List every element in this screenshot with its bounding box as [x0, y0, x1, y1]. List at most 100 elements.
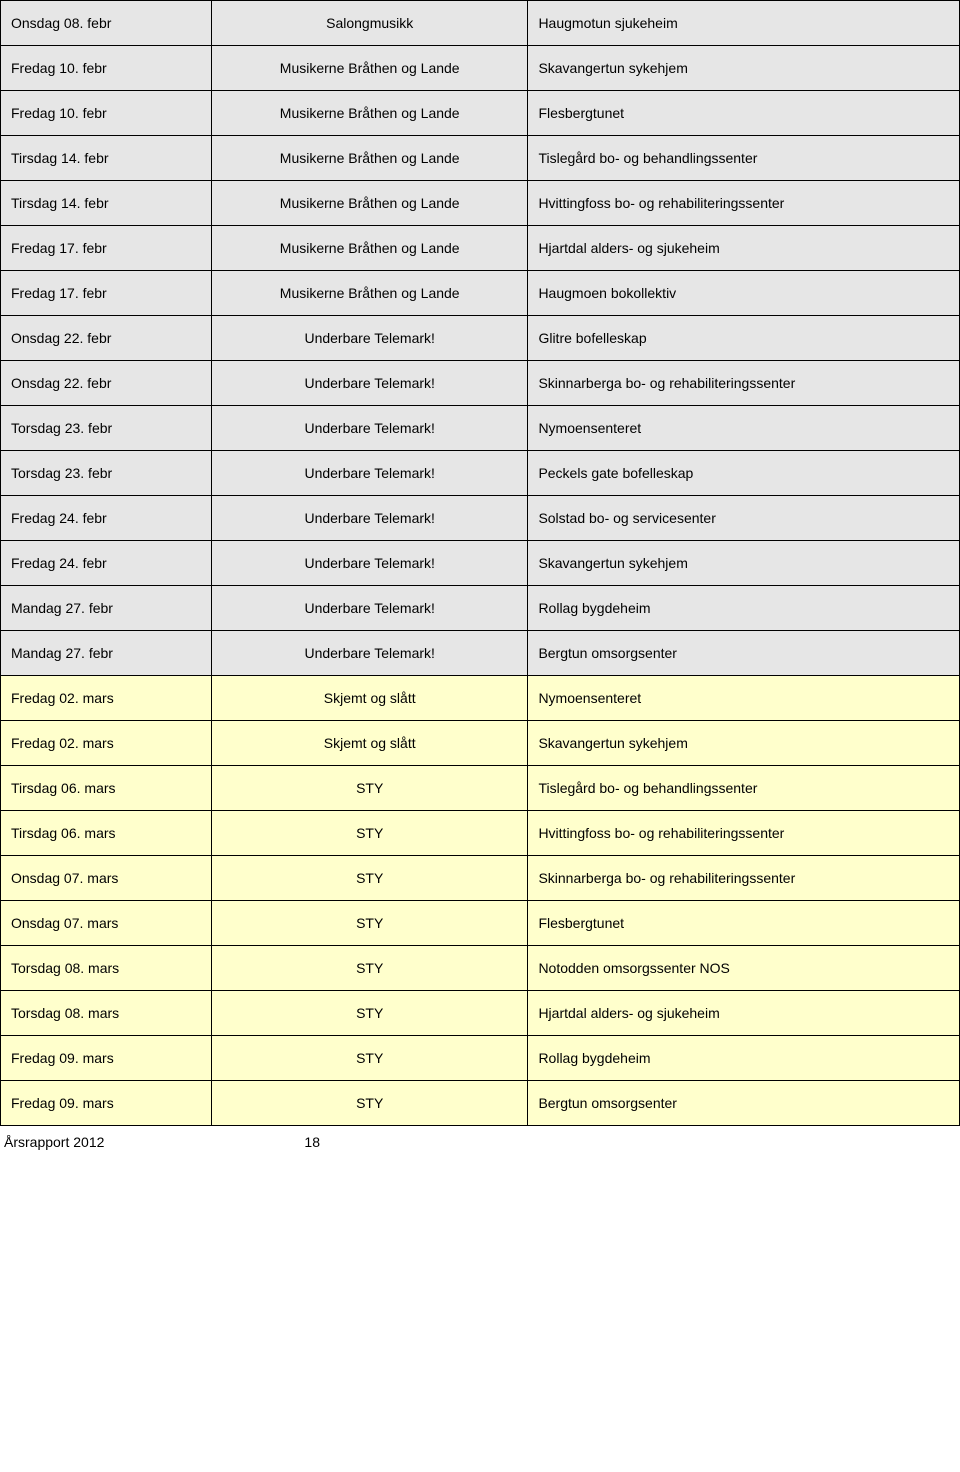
location-cell: Hjartdal alders- og sjukeheim: [528, 226, 960, 271]
date-cell: Fredag 09. mars: [1, 1036, 212, 1081]
date-cell: Mandag 27. febr: [1, 631, 212, 676]
table-row: Onsdag 07. marsSTYFlesbergtunet: [1, 901, 960, 946]
footer-page-number: 18: [304, 1134, 320, 1150]
event-cell: STY: [211, 811, 527, 856]
location-cell: Tislegård bo- og behandlingssenter: [528, 136, 960, 181]
table-row: Mandag 27. febrUnderbare Telemark!Rollag…: [1, 586, 960, 631]
table-row: Fredag 17. febrMusikerne Bråthen og Land…: [1, 271, 960, 316]
event-cell: Musikerne Bråthen og Lande: [211, 136, 527, 181]
location-cell: Bergtun omsorgsenter: [528, 1081, 960, 1126]
date-cell: Fredag 09. mars: [1, 1081, 212, 1126]
date-cell: Tirsdag 14. febr: [1, 136, 212, 181]
location-cell: Hjartdal alders- og sjukeheim: [528, 991, 960, 1036]
location-cell: Hvittingfoss bo- og rehabiliteringssente…: [528, 811, 960, 856]
table-row: Tirsdag 14. febrMusikerne Bråthen og Lan…: [1, 136, 960, 181]
location-cell: Tislegård bo- og behandlingssenter: [528, 766, 960, 811]
location-cell: Skinnarberga bo- og rehabiliteringssente…: [528, 361, 960, 406]
table-row: Onsdag 22. febrUnderbare Telemark!Glitre…: [1, 316, 960, 361]
location-cell: Skavangertun sykehjem: [528, 541, 960, 586]
table-row: Torsdag 23. febrUnderbare Telemark!Pecke…: [1, 451, 960, 496]
date-cell: Fredag 02. mars: [1, 676, 212, 721]
date-cell: Onsdag 07. mars: [1, 856, 212, 901]
date-cell: Fredag 24. febr: [1, 541, 212, 586]
date-cell: Tirsdag 06. mars: [1, 766, 212, 811]
table-row: Torsdag 08. marsSTYHjartdal alders- og s…: [1, 991, 960, 1036]
location-cell: Nymoensenteret: [528, 406, 960, 451]
event-cell: Musikerne Bråthen og Lande: [211, 271, 527, 316]
event-cell: Skjemt og slått: [211, 721, 527, 766]
table-row: Torsdag 23. febrUnderbare Telemark!Nymoe…: [1, 406, 960, 451]
location-cell: Peckels gate bofelleskap: [528, 451, 960, 496]
table-row: Onsdag 07. marsSTYSkinnarberga bo- og re…: [1, 856, 960, 901]
event-cell: Underbare Telemark!: [211, 586, 527, 631]
table-row: Mandag 27. febrUnderbare Telemark!Bergtu…: [1, 631, 960, 676]
date-cell: Fredag 10. febr: [1, 46, 212, 91]
table-row: Tirsdag 06. marsSTYHvittingfoss bo- og r…: [1, 811, 960, 856]
event-cell: Underbare Telemark!: [211, 451, 527, 496]
location-cell: Skavangertun sykehjem: [528, 46, 960, 91]
table-row: Fredag 17. febrMusikerne Bråthen og Land…: [1, 226, 960, 271]
event-cell: Salongmusikk: [211, 1, 527, 46]
date-cell: Onsdag 08. febr: [1, 1, 212, 46]
table-row: Fredag 24. febrUnderbare Telemark!Solsta…: [1, 496, 960, 541]
table-row: Fredag 02. marsSkjemt og slåttSkavangert…: [1, 721, 960, 766]
date-cell: Fredag 24. febr: [1, 496, 212, 541]
footer-title: Årsrapport 2012: [4, 1134, 104, 1150]
event-cell: Musikerne Bråthen og Lande: [211, 91, 527, 136]
event-cell: STY: [211, 1036, 527, 1081]
event-cell: Musikerne Bråthen og Lande: [211, 181, 527, 226]
date-cell: Torsdag 08. mars: [1, 991, 212, 1036]
event-cell: Underbare Telemark!: [211, 361, 527, 406]
event-cell: STY: [211, 946, 527, 991]
location-cell: Rollag bygdeheim: [528, 1036, 960, 1081]
location-cell: Nymoensenteret: [528, 676, 960, 721]
date-cell: Onsdag 07. mars: [1, 901, 212, 946]
location-cell: Skavangertun sykehjem: [528, 721, 960, 766]
date-cell: Mandag 27. febr: [1, 586, 212, 631]
page-footer: Årsrapport 2012 18: [0, 1126, 960, 1154]
location-cell: Rollag bygdeheim: [528, 586, 960, 631]
date-cell: Tirsdag 06. mars: [1, 811, 212, 856]
date-cell: Torsdag 23. febr: [1, 451, 212, 496]
location-cell: Glitre bofelleskap: [528, 316, 960, 361]
date-cell: Torsdag 23. febr: [1, 406, 212, 451]
event-cell: STY: [211, 991, 527, 1036]
table-row: Torsdag 08. marsSTYNotodden omsorgssente…: [1, 946, 960, 991]
date-cell: Fredag 17. febr: [1, 226, 212, 271]
date-cell: Fredag 10. febr: [1, 91, 212, 136]
date-cell: Tirsdag 14. febr: [1, 181, 212, 226]
table-row: Fredag 09. marsSTYBergtun omsorgsenter: [1, 1081, 960, 1126]
table-row: Onsdag 22. febrUnderbare Telemark!Skinna…: [1, 361, 960, 406]
date-cell: Torsdag 08. mars: [1, 946, 212, 991]
date-cell: Fredag 17. febr: [1, 271, 212, 316]
location-cell: Notodden omsorgssenter NOS: [528, 946, 960, 991]
event-cell: Musikerne Bråthen og Lande: [211, 46, 527, 91]
event-cell: Underbare Telemark!: [211, 316, 527, 361]
event-cell: Underbare Telemark!: [211, 541, 527, 586]
location-cell: Skinnarberga bo- og rehabiliteringssente…: [528, 856, 960, 901]
event-cell: Underbare Telemark!: [211, 631, 527, 676]
event-cell: Underbare Telemark!: [211, 406, 527, 451]
event-cell: STY: [211, 856, 527, 901]
date-cell: Onsdag 22. febr: [1, 361, 212, 406]
event-cell: Skjemt og slått: [211, 676, 527, 721]
location-cell: Haugmotun sjukeheim: [528, 1, 960, 46]
table-row: Onsdag 08. febrSalongmusikkHaugmotun sju…: [1, 1, 960, 46]
location-cell: Hvittingfoss bo- og rehabiliteringssente…: [528, 181, 960, 226]
location-cell: Flesbergtunet: [528, 901, 960, 946]
table-row: Tirsdag 06. marsSTYTislegård bo- og beha…: [1, 766, 960, 811]
date-cell: Onsdag 22. febr: [1, 316, 212, 361]
date-cell: Fredag 02. mars: [1, 721, 212, 766]
location-cell: Bergtun omsorgsenter: [528, 631, 960, 676]
table-row: Fredag 10. febrMusikerne Bråthen og Land…: [1, 46, 960, 91]
table-row: Tirsdag 14. febrMusikerne Bråthen og Lan…: [1, 181, 960, 226]
location-cell: Flesbergtunet: [528, 91, 960, 136]
event-cell: STY: [211, 901, 527, 946]
table-row: Fredag 09. marsSTYRollag bygdeheim: [1, 1036, 960, 1081]
schedule-table: Onsdag 08. febrSalongmusikkHaugmotun sju…: [0, 0, 960, 1126]
table-row: Fredag 24. febrUnderbare Telemark!Skavan…: [1, 541, 960, 586]
event-cell: Musikerne Bråthen og Lande: [211, 226, 527, 271]
table-row: Fredag 02. marsSkjemt og slåttNymoensent…: [1, 676, 960, 721]
event-cell: Underbare Telemark!: [211, 496, 527, 541]
event-cell: STY: [211, 766, 527, 811]
